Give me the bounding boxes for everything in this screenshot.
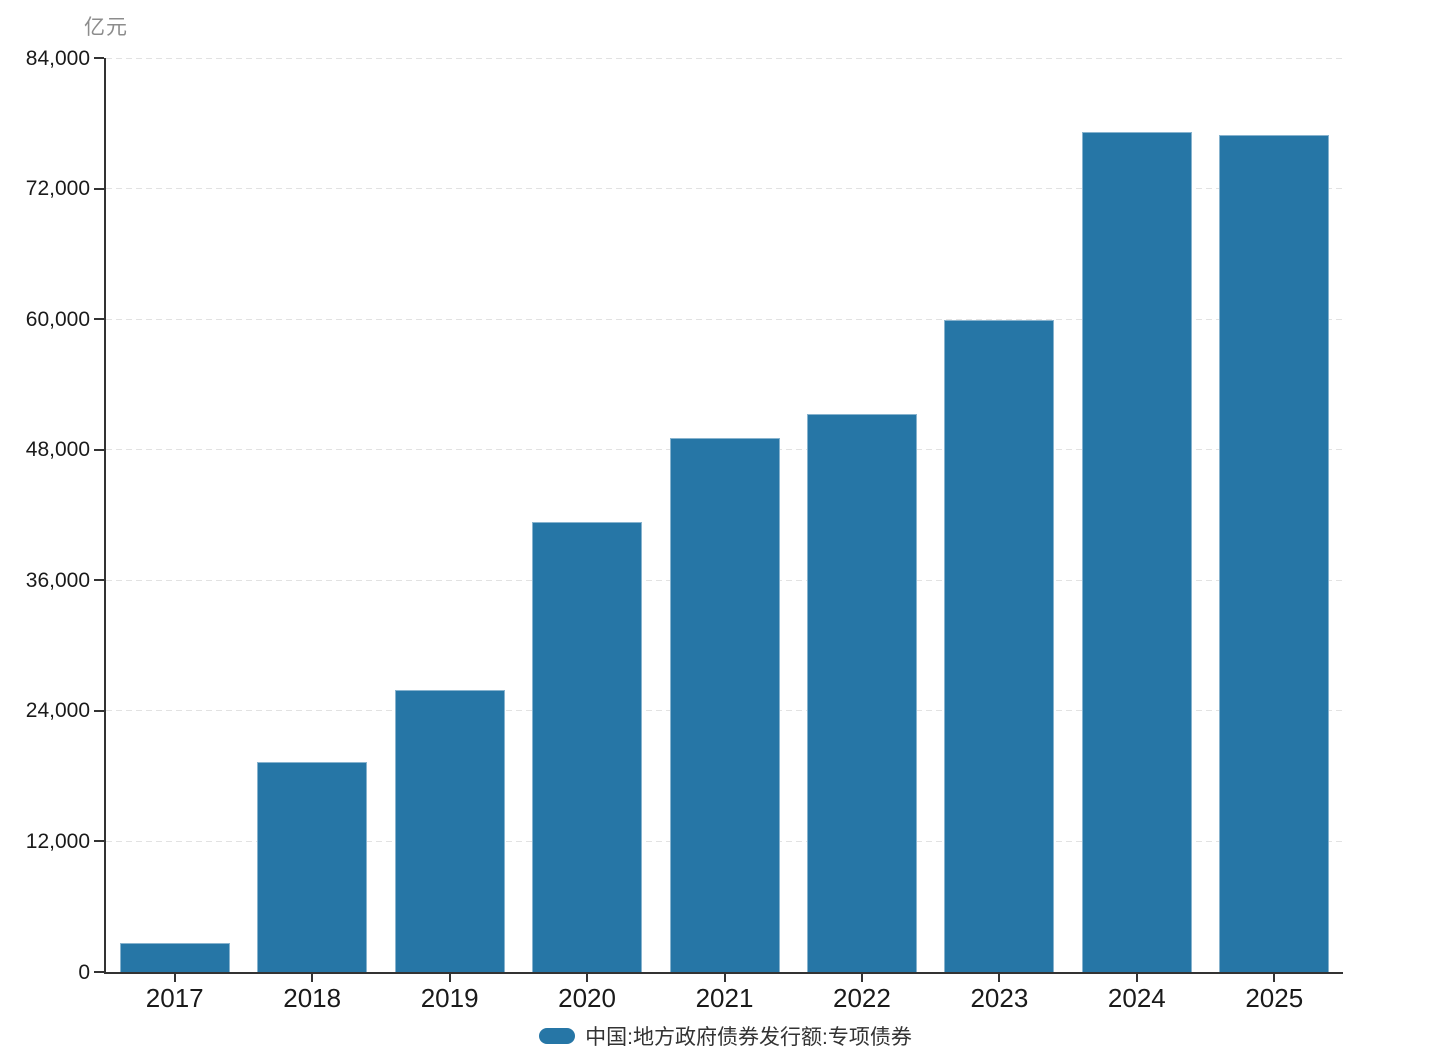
y-axis-tick (94, 187, 104, 190)
y-tick-label-12000: 12,000 (25, 829, 90, 853)
y-tick-label-24000: 24,000 (25, 699, 90, 723)
y-axis-tick (94, 579, 104, 582)
x-tick-label-2019: 2019 (420, 983, 479, 1013)
x-axis-tick (860, 972, 863, 982)
x-tick-label-2020: 2020 (558, 983, 616, 1013)
x-axis-tick (723, 972, 726, 982)
legend-item[interactable]: 中国:地方政府债券发行额:专项债券 (0, 1021, 1451, 1051)
x-axis-tick (1135, 972, 1138, 982)
x-tick-label-2021: 2021 (695, 983, 754, 1013)
bar-2021[interactable] (670, 438, 780, 972)
y-tick-label-0: 0 (78, 960, 90, 984)
y-axis-tick (94, 318, 104, 321)
bar-2023[interactable] (944, 320, 1054, 972)
x-axis-tick (173, 972, 176, 982)
plot-area (104, 57, 1343, 974)
bar-2020[interactable] (532, 522, 642, 972)
y-tick-label-72000: 72,000 (25, 177, 90, 201)
y-axis-tick (94, 448, 104, 451)
x-axis-tick (998, 972, 1001, 982)
bar-2025[interactable] (1219, 135, 1329, 972)
bar-2024[interactable] (1082, 132, 1192, 972)
x-axis-tick (586, 972, 589, 982)
y-tick-label-48000: 48,000 (25, 438, 90, 462)
y-axis-tick (94, 57, 104, 59)
x-axis-tick (448, 972, 451, 982)
x-axis-tick (311, 972, 314, 982)
x-tick-label-2024: 2024 (1107, 983, 1166, 1013)
x-tick-label-2022: 2022 (833, 983, 891, 1013)
gridline-84000 (106, 57, 1343, 59)
bar-2018[interactable] (257, 762, 367, 972)
x-axis-tick (1273, 972, 1276, 982)
bar-2017[interactable] (120, 943, 230, 972)
legend-label: 中国:地方政府债券发行额:专项债券 (585, 1026, 912, 1049)
bar-2022[interactable] (807, 414, 917, 972)
y-axis-tick (94, 840, 104, 843)
y-tick-label-84000: 84,000 (25, 46, 90, 70)
y-axis-line (104, 58, 106, 972)
x-tick-label-2018: 2018 (283, 983, 342, 1013)
gridline-72000 (106, 188, 1343, 190)
x-tick-label-2017: 2017 (145, 983, 204, 1013)
y-axis-tick (94, 971, 104, 973)
legend-swatch (539, 1028, 576, 1044)
gridline-60000 (106, 318, 1343, 320)
y-axis-unit-label: 亿元 (84, 16, 128, 39)
x-tick-label-2023: 2023 (970, 983, 1029, 1013)
y-tick-label-60000: 60,000 (25, 307, 90, 331)
x-tick-label-2025: 2025 (1245, 983, 1304, 1013)
bar-2019[interactable] (395, 690, 505, 972)
y-tick-label-36000: 36,000 (25, 568, 90, 592)
y-axis-tick (94, 709, 104, 712)
